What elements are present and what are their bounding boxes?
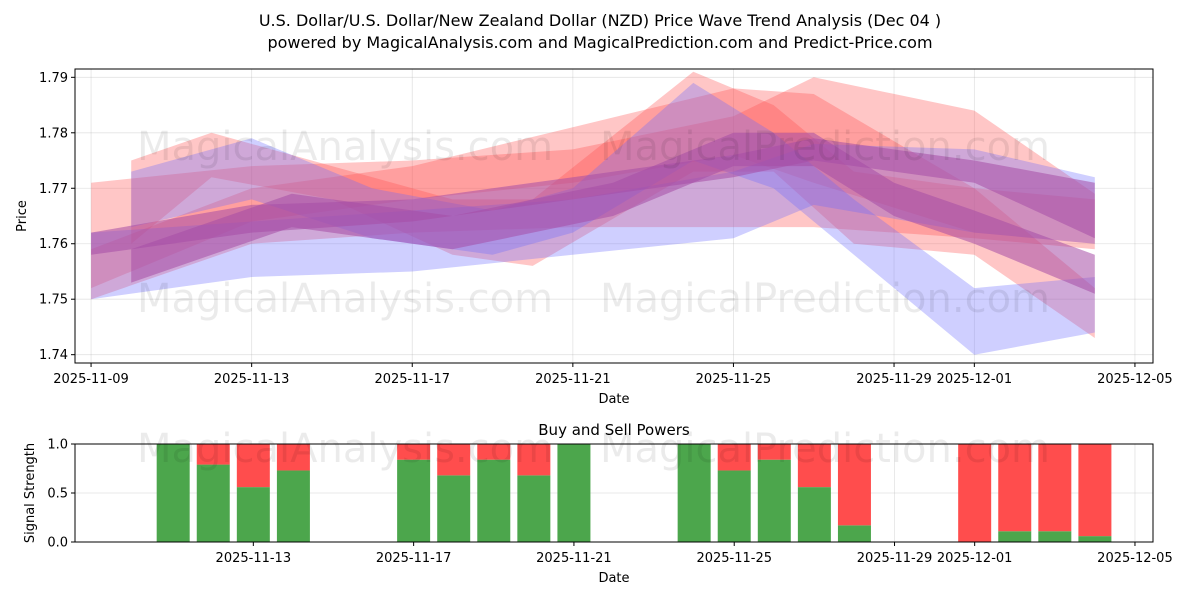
sell-bar [1078,444,1112,537]
price-y-tick-label: 1.77 [39,182,68,197]
buy-bar [837,525,871,542]
buy-bar [717,470,751,542]
sell-bar [998,444,1032,532]
buy-bar [437,475,471,542]
sell-bar [517,444,551,476]
sell-bar [437,444,471,476]
signal-x-tick-label: 2025-11-17 [376,551,452,566]
watermark-prediction-top: MagicalPrediction.com [600,124,1050,170]
buy-bar [797,487,831,542]
buy-bar [276,470,310,542]
price-x-tick-label: 2025-12-01 [937,372,1013,387]
signal-x-tick-label: 2025-11-25 [696,551,772,566]
sell-bar [397,444,431,460]
price-panel: MagicalAnalysis.com MagicalPrediction.co… [15,68,1173,407]
signal-panel: Buy and Sell Powers MagicalAnalysis.com … [23,421,1173,586]
price-y-tick-label: 1.76 [39,237,68,252]
watermark-prediction-mid: MagicalPrediction.com [600,276,1050,322]
sell-bar [717,444,751,471]
price-x-tick-label: 2025-11-29 [856,372,932,387]
watermark-analysis-bottom: MagicalAnalysis.com [137,426,553,472]
price-x-tick-label: 2025-11-25 [696,372,772,387]
signal-y-tick-label: 0.5 [47,487,68,502]
signal-x-tick-label: 2025-11-13 [216,551,292,566]
chart-title-line2: powered by MagicalAnalysis.com and Magic… [267,33,932,52]
buy-bar [517,475,551,542]
signal-y-axis-label: Signal Strength [23,443,38,543]
buy-bar [677,444,711,542]
sell-bar [837,444,871,526]
signal-x-axis-label: Date [598,571,629,586]
price-y-tick-label: 1.74 [39,348,68,363]
signal-axis-ticks: 2025-11-13 2025-11-17 2025-11-21 2025-11-25… [47,438,1172,567]
buy-bar [196,464,230,542]
price-y-tick-label: 1.78 [39,126,68,141]
signal-x-tick-label: 2025-12-01 [937,551,1013,566]
buy-bar [557,444,591,542]
signal-x-tick-label: 2025-11-21 [536,551,612,566]
watermark-prediction-bottom: MagicalPrediction.com [600,426,1050,472]
sell-bar [1038,444,1072,532]
price-x-tick-label: 2025-11-09 [53,372,129,387]
price-x-tick-label: 2025-11-21 [535,372,611,387]
price-x-tick-label: 2025-11-17 [374,372,450,387]
price-axis-ticks: 2025-11-09 2025-11-13 2025-11-17 2025-11-21… [39,71,1173,387]
price-y-axis-label: Price [15,200,30,232]
sell-bar [196,444,230,465]
buy-bar [757,459,791,542]
price-band-purple-7 [131,132,1095,294]
sell-bar [477,444,511,460]
price-band-red-2 [91,88,1095,289]
signal-bars [156,444,1112,542]
chart-title-line1: U.S. Dollar/U.S. Dollar/New Zealand Doll… [259,11,941,30]
sell-bar [958,444,992,542]
buy-bar [236,487,270,542]
price-y-tick-label: 1.75 [39,293,68,308]
price-x-tick-label: 2025-11-13 [214,372,290,387]
sell-bar [797,444,831,488]
signal-x-tick-label: 2025-12-05 [1097,551,1173,566]
watermark-analysis-top: MagicalAnalysis.com [137,124,553,170]
watermark-analysis-mid: MagicalAnalysis.com [137,276,553,322]
price-x-tick-label: 2025-12-05 [1097,372,1173,387]
price-plot-frame [74,68,1154,364]
buy-bar [1038,531,1072,542]
price-x-axis-label: Date [598,392,629,407]
price-y-tick-label: 1.79 [39,71,68,86]
buy-bar [156,444,190,542]
sell-bar [276,444,310,471]
buy-bar [397,459,431,542]
buy-bar [998,531,1032,542]
buy-bar [477,459,511,542]
signal-chart-title: Buy and Sell Powers [538,421,690,439]
price-bands [91,71,1095,355]
buy-bar [1078,536,1112,542]
sell-bar [757,444,791,460]
sell-bar [236,444,270,488]
signal-x-tick-label: 2025-11-29 [857,551,933,566]
signal-y-tick-label: 1.0 [47,438,68,453]
signal-y-tick-label: 0.0 [47,536,68,551]
